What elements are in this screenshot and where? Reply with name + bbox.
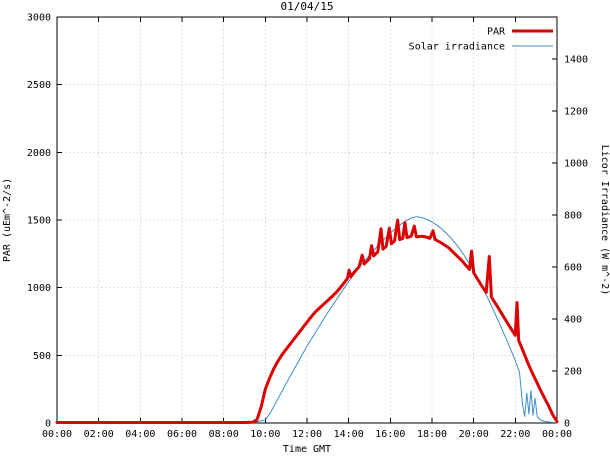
x-tick-label: 22:00 (500, 429, 530, 440)
axis-ticks (56, 16, 558, 424)
series-line-solar-irradiance (56, 216, 558, 424)
y-right-tick-label: 400 (564, 314, 582, 325)
x-tick-label: 04:00 (125, 429, 155, 440)
plot-border (56, 16, 558, 424)
legend-label-solar-irradiance: Solar irradiance (409, 42, 505, 53)
y-right-tick-label: 600 (564, 262, 582, 273)
y-left-tick-label: 1000 (27, 283, 51, 294)
axis-tick-labels: 00:00 02:00 04:00 06:00 08:00 10:00 12:00 14:00… (27, 13, 588, 441)
y-left-tick-label: 0 (45, 419, 51, 430)
x-axis-label: Time GMT (283, 444, 331, 455)
x-tick-label: 12:00 (292, 429, 322, 440)
y-right-tick-label: 1200 (564, 106, 588, 117)
y-right-tick-label: 200 (564, 366, 582, 377)
x-tick-label: 00:00 (542, 429, 572, 440)
x-tick-label: 20:00 (459, 429, 489, 440)
y-right-tick-label: 800 (564, 210, 582, 221)
chart-title: 01/04/15 (281, 0, 334, 13)
x-tick-label: 10:00 (250, 429, 280, 440)
y-left-tick-label: 3000 (27, 13, 51, 24)
y-right-tick-label: 1000 (564, 158, 588, 169)
x-tick-label: 02:00 (84, 429, 114, 440)
y-right-tick-label: 0 (564, 419, 570, 430)
y-right-axis-label: Licor Irradiance (W m^-2) (599, 145, 610, 296)
data-series (55, 216, 559, 424)
x-tick-label: 08:00 (209, 429, 239, 440)
y-left-tick-label: 500 (33, 351, 51, 362)
y-left-tick-label: 1500 (27, 216, 51, 227)
x-tick-label: 06:00 (167, 429, 197, 440)
legend: PAR Solar irradiance (409, 27, 553, 53)
y-left-axis-label: PAR (uEm^-2/s) (2, 178, 13, 262)
series-line-par (55, 218, 559, 424)
y-left-tick-label: 2000 (27, 148, 51, 159)
y-right-tick-label: 1400 (564, 54, 588, 65)
x-tick-label: 00:00 (42, 429, 72, 440)
x-tick-label: 18:00 (417, 429, 447, 440)
x-tick-label: 14:00 (334, 429, 364, 440)
gridlines (57, 17, 557, 423)
y-left-tick-label: 2500 (27, 80, 51, 91)
legend-label-par: PAR (487, 27, 506, 38)
x-tick-label: 16:00 (375, 429, 405, 440)
